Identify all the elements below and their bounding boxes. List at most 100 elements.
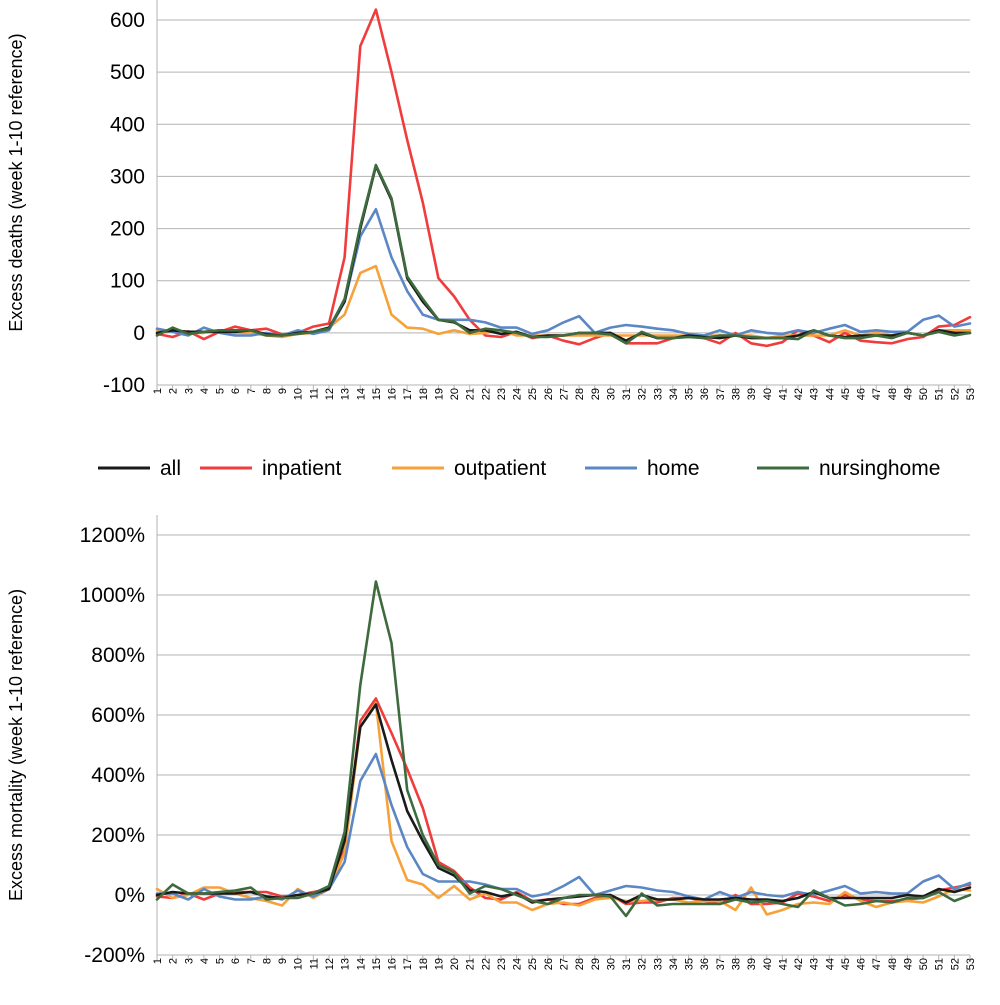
x-tick-label: 53 [965,388,977,400]
y-tick-labels: -200% 0% 200% 400% 600% 800% 1000% 1200% [80,524,145,967]
x-tick-label: 26 [543,388,555,400]
y-tick-label: 300 [110,165,145,188]
x-tick-label: 51 [934,388,946,400]
legend-item-home: home [585,457,700,480]
series-line-home [155,208,972,337]
x-tick-label: 42 [793,388,805,400]
x-tick-label: 9 [277,388,289,394]
gridlines [157,534,970,956]
x-tick-label: 7 [246,388,258,394]
x-tick-label: 53 [965,958,977,970]
x-tick-label: 24 [512,958,524,970]
x-tick-label: 16 [387,958,399,970]
x-tick-label: 38 [730,958,742,970]
series-line-inpatient [155,697,972,906]
x-tick-label: 32 [637,388,649,400]
series-line-home [155,752,972,901]
x-tick-label: 48 [887,958,899,970]
x-tick-label: 8 [261,388,273,394]
x-tick-label: 42 [793,958,805,970]
x-tick-label: 30 [605,388,617,400]
x-tick-label: 10 [293,958,305,970]
series-line-all [155,703,972,904]
x-tick-label: 49 [902,388,914,400]
series-line-outpatient [155,701,972,916]
x-tick-label: 20 [449,388,461,400]
x-tick-label: 19 [433,388,445,400]
x-tick-label: 22 [480,958,492,970]
y-tick-label: 400% [91,764,145,787]
y-tick-labels: -100 0 100 200 300 400 500 600 [103,9,145,397]
x-tick-label: 7 [246,958,258,964]
x-tick-label: 3 [183,388,195,394]
x-tick-label: 12 [324,388,336,400]
legend: all inpatient outpatient home nursinghome [98,457,940,480]
y-tick-label: 1200% [80,524,145,547]
x-tick-label: 6 [230,958,242,964]
x-tick-label: 2 [168,388,180,394]
legend-label: all [160,457,181,480]
x-tick-label: 25 [527,958,539,970]
x-tick-label: 26 [543,958,555,970]
x-tick-label: 13 [340,388,352,400]
legend-label: inpatient [262,457,342,480]
series-lines [155,580,972,918]
legend-label: home [647,457,700,480]
x-tick-label: 32 [637,958,649,970]
series-line-nursinghome [155,163,972,345]
y-tick-label: 200% [91,824,145,847]
x-tick-label: 43 [809,958,821,970]
x-tick-label: 6 [230,388,242,394]
x-tick-label: 39 [746,958,758,970]
x-tick-label: 24 [512,388,524,400]
x-tick-label: 52 [949,958,961,970]
legend-label: outpatient [454,457,546,480]
x-tick-label: 50 [918,958,930,970]
x-tick-label: 14 [355,388,367,400]
x-tick-label: 35 [684,958,696,970]
x-tick-label: 23 [496,958,508,970]
x-tick-label: 35 [684,388,696,400]
legend-label: nursinghome [819,457,940,480]
x-tick-label: 45 [840,958,852,970]
x-tick-label: 41 [777,388,789,400]
x-tick-label: 11 [308,958,320,969]
x-tick-label: 38 [730,388,742,400]
x-tick-label: 33 [652,958,664,970]
x-tick-label: 5 [215,958,227,964]
x-tick-label: 34 [668,958,680,970]
x-tick-label: 13 [340,958,352,970]
y-tick-label: 0% [115,884,145,907]
series-line-inpatient [155,8,972,348]
x-tick-label: 46 [856,958,868,970]
x-tick-label: 19 [433,958,445,970]
x-tick-label: 43 [809,388,821,400]
x-tick-label: 44 [824,388,836,400]
x-tick-label: 49 [902,958,914,970]
y-axis-title: Excess deaths (week 1-10 reference) [6,33,26,331]
x-tick-label: 17 [402,388,414,400]
x-tick-label: 31 [621,958,633,970]
series-line-all [155,164,972,343]
legend-item-nursinghome: nursinghome [757,457,940,480]
x-tick-label: 22 [480,388,492,400]
x-tick-label: 46 [856,388,868,400]
x-tick-label: 15 [371,388,383,400]
x-tick-label: 40 [762,388,774,400]
x-tick-label: 1 [152,388,164,394]
x-tick-label: 8 [261,958,273,964]
x-tick-label: 28 [574,388,586,400]
x-tick-label: 34 [668,388,680,400]
x-tick-label: 36 [699,958,711,970]
y-tick-label: 500 [110,61,145,84]
x-tick-label: 18 [418,958,430,970]
x-tick-label: 52 [949,388,961,400]
x-tick-label: 28 [574,958,586,970]
x-tick-label: 27 [559,388,571,400]
x-tick-label: 5 [215,388,227,394]
series-line-nursinghome [155,580,972,918]
x-tick-label: 37 [715,388,727,400]
legend-item-outpatient: outpatient [392,457,546,480]
x-tick-label: 36 [699,388,711,400]
